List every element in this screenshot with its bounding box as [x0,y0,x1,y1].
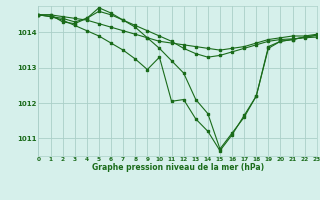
X-axis label: Graphe pression niveau de la mer (hPa): Graphe pression niveau de la mer (hPa) [92,163,264,172]
